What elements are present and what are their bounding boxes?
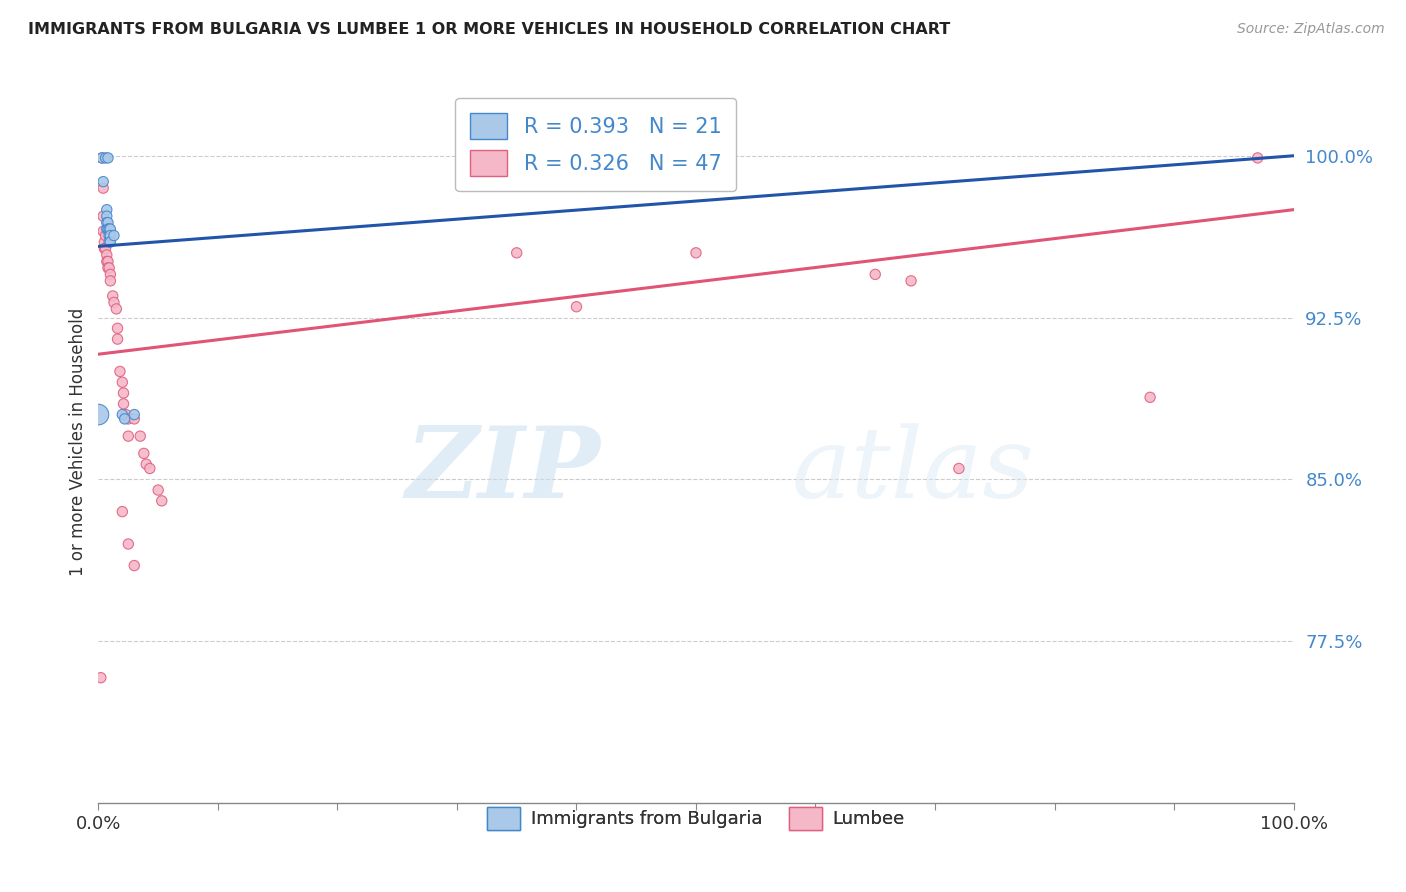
Point bbox=[101, 289, 124, 303]
Text: ZIP: ZIP bbox=[405, 422, 600, 518]
Point bbox=[94, 242, 117, 256]
Point bbox=[948, 461, 970, 475]
Point bbox=[87, 408, 110, 422]
Text: IMMIGRANTS FROM BULGARIA VS LUMBEE 1 OR MORE VEHICLES IN HOUSEHOLD CORRELATION C: IMMIGRANTS FROM BULGARIA VS LUMBEE 1 OR … bbox=[28, 22, 950, 37]
Point bbox=[98, 222, 122, 236]
Point bbox=[98, 268, 122, 282]
Point bbox=[602, 160, 624, 174]
Point bbox=[97, 254, 120, 268]
Point bbox=[96, 222, 118, 236]
Point bbox=[98, 222, 121, 236]
Point bbox=[93, 242, 115, 256]
Point bbox=[124, 412, 146, 426]
Point bbox=[107, 321, 129, 335]
Point bbox=[117, 537, 139, 551]
Point bbox=[135, 457, 157, 471]
Point bbox=[97, 222, 120, 236]
Legend: Immigrants from Bulgaria, Lumbee: Immigrants from Bulgaria, Lumbee bbox=[479, 799, 912, 837]
Point bbox=[139, 461, 162, 475]
Point bbox=[105, 301, 128, 316]
Point bbox=[150, 493, 173, 508]
Text: Source: ZipAtlas.com: Source: ZipAtlas.com bbox=[1237, 22, 1385, 37]
Point bbox=[103, 228, 125, 243]
Point bbox=[506, 245, 529, 260]
Point bbox=[91, 181, 114, 195]
Point bbox=[565, 300, 588, 314]
Point bbox=[865, 268, 887, 282]
Point bbox=[1139, 390, 1161, 404]
Point bbox=[98, 274, 122, 288]
Point bbox=[91, 209, 114, 223]
Point bbox=[97, 151, 120, 165]
Point bbox=[96, 209, 118, 223]
Point bbox=[90, 671, 112, 685]
Y-axis label: 1 or more Vehicles in Household: 1 or more Vehicles in Household bbox=[69, 308, 87, 575]
Point bbox=[111, 408, 134, 422]
Point bbox=[91, 151, 114, 165]
Point bbox=[111, 505, 134, 519]
Point bbox=[148, 483, 170, 497]
Point bbox=[96, 216, 118, 230]
Point bbox=[93, 235, 115, 249]
Point bbox=[1247, 151, 1270, 165]
Point bbox=[108, 364, 131, 378]
Point bbox=[98, 228, 121, 243]
Point bbox=[117, 412, 139, 426]
Point bbox=[97, 260, 120, 275]
Point bbox=[117, 429, 139, 443]
Point bbox=[98, 235, 121, 249]
Point bbox=[91, 224, 114, 238]
Point bbox=[107, 332, 129, 346]
Point bbox=[900, 274, 922, 288]
Point bbox=[96, 254, 118, 268]
Point bbox=[685, 245, 707, 260]
Point bbox=[112, 397, 135, 411]
Point bbox=[91, 175, 114, 189]
Point bbox=[98, 235, 122, 249]
Point bbox=[91, 151, 114, 165]
Text: atlas: atlas bbox=[792, 423, 1035, 518]
Point bbox=[98, 228, 122, 243]
Point bbox=[124, 408, 146, 422]
Point bbox=[132, 446, 155, 460]
Point bbox=[114, 412, 136, 426]
Point bbox=[112, 386, 135, 401]
Point bbox=[96, 248, 118, 262]
Point bbox=[96, 202, 118, 217]
Point bbox=[124, 558, 146, 573]
Point bbox=[94, 228, 117, 243]
Point bbox=[111, 376, 134, 390]
Point bbox=[94, 151, 117, 165]
Point bbox=[103, 295, 125, 310]
Point bbox=[97, 216, 120, 230]
Point bbox=[129, 429, 152, 443]
Point bbox=[98, 260, 121, 275]
Point bbox=[115, 408, 138, 422]
